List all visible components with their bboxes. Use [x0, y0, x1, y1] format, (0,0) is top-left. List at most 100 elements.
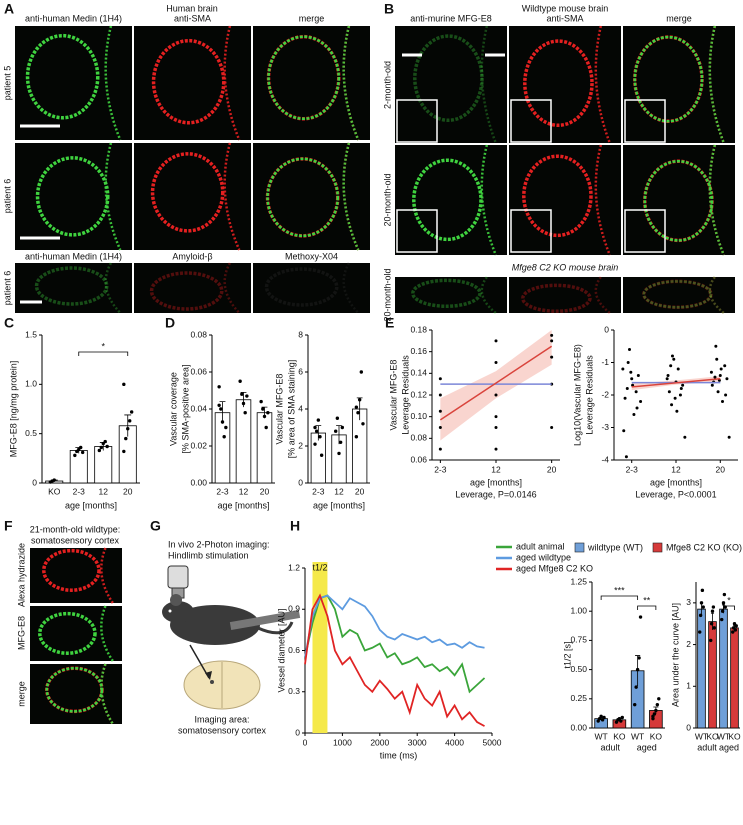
vessel: [523, 39, 594, 128]
data-point: [494, 339, 498, 343]
vessel: [643, 159, 714, 242]
bar: [94, 446, 113, 484]
data-point: [122, 382, 126, 387]
data-point: [264, 425, 268, 430]
data-point: [319, 453, 324, 457]
row-label: patient 6: [2, 271, 12, 306]
y-axis-label: t1/2 [s]: [562, 641, 572, 668]
x-tick-label: 12: [491, 464, 501, 474]
panel-title: somatosensory cortex: [31, 535, 120, 545]
y-tick-label: 0.75: [570, 635, 587, 645]
vessel: [642, 279, 713, 309]
data-point: [722, 592, 727, 597]
data-point: [356, 411, 360, 415]
legend-swatch: [652, 542, 663, 553]
data-point: [333, 429, 338, 433]
y-tick-label: 0.18: [410, 324, 427, 334]
data-point: [710, 383, 714, 387]
y-tick-label: 0.06: [190, 366, 207, 376]
column-header: anti-human Medin (1H4): [25, 13, 122, 23]
data-point: [630, 377, 634, 381]
micrograph: [30, 664, 122, 724]
y-tick-label: 6: [298, 366, 303, 376]
x-tick-label: WT: [695, 731, 708, 741]
significance-bracket: [600, 595, 639, 600]
x-tick-label: 20: [123, 486, 133, 496]
data-point: [634, 685, 638, 689]
data-point: [126, 427, 130, 431]
data-point: [624, 455, 628, 459]
inset-frame: [510, 209, 552, 253]
significance-bracket: [78, 351, 129, 356]
x-tick-label: KO: [728, 731, 741, 741]
data-point: [494, 361, 498, 364]
row-label: MFG-E8: [16, 616, 26, 650]
x-tick-label: 2-3: [626, 464, 639, 474]
y-tick-label: 1: [686, 681, 691, 691]
y-tick-label: 0.25: [570, 693, 587, 703]
data-point: [724, 393, 728, 397]
y-tick-label: 1.00: [570, 605, 587, 615]
data-point: [73, 453, 77, 458]
x-tick-label: KO: [613, 731, 626, 741]
data-point: [698, 613, 703, 618]
y-tick-label: 0.00: [570, 722, 587, 732]
vessel: [100, 663, 114, 725]
data-point: [550, 355, 554, 359]
legend-label: adult animal: [516, 541, 565, 551]
y-tick-label: 2: [298, 440, 303, 450]
vessel: [34, 266, 109, 306]
data-point: [52, 478, 56, 482]
x-tick-label: 12: [671, 464, 681, 474]
x-tick-label: 20: [355, 486, 365, 496]
vessel: [413, 34, 484, 123]
inset-frame: [624, 99, 666, 143]
y-tick-label: 0.3: [288, 686, 300, 696]
panel-text: In vivo 2-Photon imaging:: [168, 539, 270, 549]
micrograph: [623, 277, 735, 313]
data-point: [438, 409, 442, 413]
micrograph: [395, 26, 507, 143]
micrograph: [623, 26, 735, 143]
row-label: 20-month-old: [382, 268, 392, 321]
y-tick-label: 1.25: [570, 576, 587, 586]
error-bar: [124, 414, 132, 437]
data-point: [79, 445, 83, 450]
y-tick-label: -1: [601, 357, 609, 367]
panel-subtitle: Mfge8 C2 KO mouse brain: [512, 262, 619, 272]
y-tick-label: 0.10: [410, 411, 427, 421]
vessel: [342, 25, 360, 141]
panel-letter: H: [290, 518, 300, 534]
y-tick-label: -4: [601, 454, 609, 464]
data-point: [550, 339, 554, 343]
x-tick-label: 2000: [370, 737, 389, 747]
vessel: [45, 666, 104, 713]
panel-letter: F: [4, 518, 13, 534]
x-axis-label: age [months]: [650, 477, 702, 487]
panel-title: 21-month-old wildtype:: [30, 524, 121, 534]
data-point: [638, 615, 643, 619]
y-tick-label: 8: [298, 329, 303, 339]
data-point: [678, 393, 682, 397]
data-point: [623, 396, 627, 400]
data-point: [710, 609, 715, 613]
y-axis-label: Vessel diameter [AU]: [276, 608, 286, 692]
data-point: [105, 444, 109, 449]
data-point: [97, 448, 102, 453]
data-point: [639, 400, 643, 403]
data-point: [99, 445, 103, 450]
panel-text: somatosensory cortex: [178, 725, 267, 735]
data-point: [635, 406, 639, 410]
highlight-label: t1/2: [312, 562, 327, 572]
data-point: [241, 401, 246, 406]
data-point: [709, 638, 713, 643]
vessel: [151, 38, 226, 125]
data-point: [718, 374, 722, 377]
micrograph: [509, 145, 621, 255]
x-tick-label: WT: [717, 731, 730, 741]
vessel: [412, 158, 483, 242]
y-tick-label: 2: [686, 639, 691, 649]
y-tick-label: -2: [601, 389, 609, 399]
panel-letter: G: [150, 518, 161, 534]
data-point: [550, 426, 554, 429]
